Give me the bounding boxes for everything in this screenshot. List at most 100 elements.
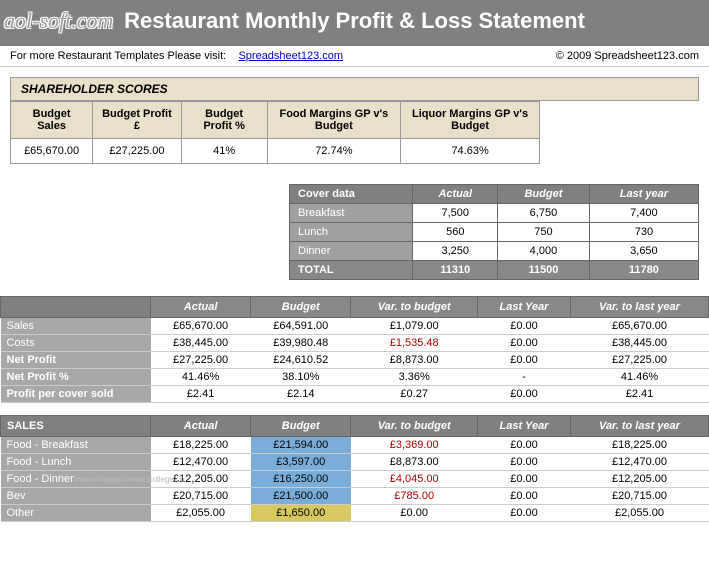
cover-col-1: Budget: [498, 185, 590, 204]
copyright-text: © 2009 Spreadsheet123.com: [556, 50, 699, 62]
subheader-text: For more Restaurant Templates Please vis…: [10, 50, 226, 62]
summary-cell: £65,670.00: [570, 318, 708, 335]
sales-cell: £12,470.00: [151, 454, 251, 471]
sales-cell: £21,594.00: [251, 437, 351, 454]
sales-cell: £0.00: [478, 454, 571, 471]
sales-cell: £18,225.00: [151, 437, 251, 454]
summary-cell: £39,980.48: [251, 335, 351, 352]
sales-cell: £18,225.00: [570, 437, 708, 454]
sales-cell: £1,650.00: [251, 505, 351, 522]
cover-total-cell: 11500: [498, 261, 590, 280]
cover-cell: 3,650: [589, 242, 698, 261]
cover-total-cell: 11310: [413, 261, 498, 280]
cover-cell: 730: [589, 223, 698, 242]
watermark-text: aol-soft.com: [4, 8, 113, 34]
summary-row-label: Profit per cover sold: [1, 386, 151, 403]
subheader-link[interactable]: Spreadsheet123.com: [238, 50, 343, 62]
summary-cell: £2.41: [570, 386, 708, 403]
summary-row-label: Net Profit %: [1, 369, 151, 386]
sales-cell: £20,715.00: [570, 488, 708, 505]
cover-cell: 750: [498, 223, 590, 242]
sales-row-label: Bev: [1, 488, 151, 505]
summary-cell: 41.46%: [151, 369, 251, 386]
sales-row-label: Food - Breakfast: [1, 437, 151, 454]
summary-cell: £2.41: [151, 386, 251, 403]
sales-cell: £20,715.00: [151, 488, 251, 505]
cover-cell: 4,000: [498, 242, 590, 261]
summary-cell: £64,591.00: [251, 318, 351, 335]
sh-val-3: 72.74%: [267, 139, 401, 164]
sh-val-4: 74.63%: [401, 139, 540, 164]
sh-col-0: Budget Sales: [11, 102, 93, 139]
sales-col-2: Var. to budget: [351, 416, 478, 437]
summary-cell: £24,610.52: [251, 352, 351, 369]
sh-col-4: Liquor Margins GP v's Budget: [401, 102, 540, 139]
cover-row-label: Dinner: [290, 242, 413, 261]
sales-row-label: Other: [1, 505, 151, 522]
cover-cell: 7,500: [413, 204, 498, 223]
sh-val-2: 41%: [181, 139, 267, 164]
summary-cell: £38,445.00: [151, 335, 251, 352]
sales-cell: £3,597.00: [251, 454, 351, 471]
summary-cell: £27,225.00: [570, 352, 708, 369]
sh-val-1: £27,225.00: [93, 139, 182, 164]
sales-cell: £2,055.00: [570, 505, 708, 522]
sales-cell: £3,369.00: [351, 437, 478, 454]
cover-cell: 7,400: [589, 204, 698, 223]
sales-row-label: Food - Lunch: [1, 454, 151, 471]
summary-cell: £0.00: [478, 335, 571, 352]
summary-row-label: Sales: [1, 318, 151, 335]
sales-cell: £0.00: [478, 437, 571, 454]
sum-col-3: Last Year: [478, 297, 571, 318]
sum-col-1: Budget: [251, 297, 351, 318]
cover-col-0: Actual: [413, 185, 498, 204]
cover-title: Cover data: [290, 185, 413, 204]
summary-cell: £1,079.00: [351, 318, 478, 335]
subheader-bar: For more Restaurant Templates Please vis…: [0, 46, 709, 67]
cover-row-label: Breakfast: [290, 204, 413, 223]
cover-cell: 560: [413, 223, 498, 242]
sh-col-2: Budget Profit %: [181, 102, 267, 139]
sum-col-0: Actual: [151, 297, 251, 318]
sales-table: SALES Actual Budget Var. to budget Last …: [0, 415, 709, 522]
sales-cell: £0.00: [478, 488, 571, 505]
sales-cell: £16,250.00: [251, 471, 351, 488]
summary-cell: -: [478, 369, 571, 386]
sales-col-0: Actual: [151, 416, 251, 437]
summary-cell: £0.27: [351, 386, 478, 403]
summary-cell: £2.14: [251, 386, 351, 403]
summary-cell: £65,670.00: [151, 318, 251, 335]
summary-row-label: Net Profit: [1, 352, 151, 369]
sales-cell: £0.00: [351, 505, 478, 522]
sales-row-label: Food - Dinnerwww.vintagechristiancollege…: [1, 471, 151, 488]
cover-table: Cover data Actual Budget Last year Break…: [289, 184, 699, 280]
sales-cell: £4,045.00: [351, 471, 478, 488]
summary-row-label: Costs: [1, 335, 151, 352]
sum-col-4: Var. to last year: [570, 297, 708, 318]
summary-blank: [1, 297, 151, 318]
sh-val-0: £65,670.00: [11, 139, 93, 164]
summary-cell: £27,225.00: [151, 352, 251, 369]
sum-col-2: Var. to budget: [351, 297, 478, 318]
cover-total-label: TOTAL: [290, 261, 413, 280]
summary-cell: £0.00: [478, 386, 571, 403]
sales-cell: £12,205.00: [570, 471, 708, 488]
sales-cell: £785.00: [351, 488, 478, 505]
cover-cell: 3,250: [413, 242, 498, 261]
cover-col-2: Last year: [589, 185, 698, 204]
summary-table: Actual Budget Var. to budget Last Year V…: [0, 296, 709, 403]
summary-cell: £1,535.48: [351, 335, 478, 352]
summary-cell: £38,445.00: [570, 335, 708, 352]
cover-total-cell: 11780: [589, 261, 698, 280]
summary-cell: £0.00: [478, 352, 571, 369]
sh-col-1: Budget Profit £: [93, 102, 182, 139]
sales-cell: £0.00: [478, 471, 571, 488]
cover-row-label: Lunch: [290, 223, 413, 242]
summary-cell: 3.36%: [351, 369, 478, 386]
summary-cell: £0.00: [478, 318, 571, 335]
shareholder-table: Budget Sales Budget Profit £ Budget Prof…: [10, 101, 540, 164]
sales-title: SALES: [1, 416, 151, 437]
summary-cell: 38.10%: [251, 369, 351, 386]
sales-col-1: Budget: [251, 416, 351, 437]
sales-cell: £21,500.00: [251, 488, 351, 505]
